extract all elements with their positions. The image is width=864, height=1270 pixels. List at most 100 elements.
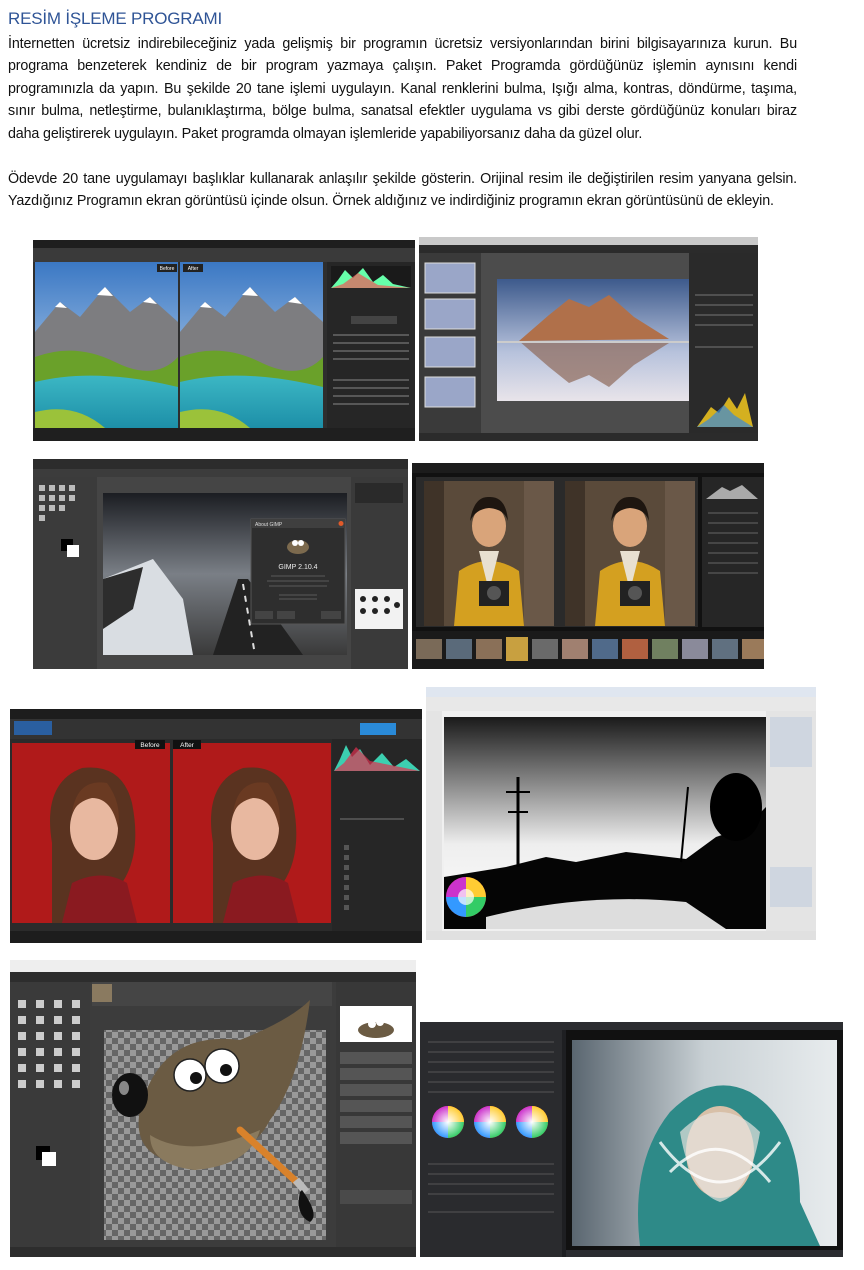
shape: [59, 485, 65, 491]
shape: [36, 1080, 44, 1088]
shape: [344, 845, 349, 850]
shape: [59, 495, 65, 501]
shape: [372, 596, 378, 602]
shape: [622, 639, 648, 659]
shape: [10, 1247, 416, 1257]
shape: [36, 1064, 44, 1072]
shape: [242, 583, 256, 656]
shape: [702, 477, 764, 627]
shape: [220, 1064, 232, 1076]
shape: [340, 1100, 412, 1112]
label: After: [188, 266, 199, 272]
shape: [39, 515, 45, 521]
shape: [340, 1132, 412, 1144]
screenshot-image: [426, 687, 816, 940]
shape: [426, 697, 816, 711]
shape: [33, 248, 415, 262]
shape: [344, 885, 349, 890]
shape: [682, 639, 708, 659]
shape: [444, 807, 766, 929]
dialog-title: About GIMP: [255, 522, 283, 528]
shape: [67, 545, 79, 557]
shape: [360, 608, 366, 614]
shape: [742, 639, 764, 659]
shape: [344, 875, 349, 880]
shape: [680, 1112, 760, 1202]
shape: [486, 899, 726, 929]
shape: [360, 596, 366, 602]
shape: [652, 639, 678, 659]
shape: [424, 298, 476, 330]
shape: [424, 336, 476, 368]
screenshot: [10, 960, 416, 1257]
shape: [360, 723, 396, 735]
dialog-version: GIMP 2.10.4: [278, 564, 317, 571]
shape: [428, 1041, 554, 1093]
shape: [39, 505, 45, 511]
shape: [424, 262, 476, 294]
shape: [394, 602, 400, 608]
shape: [416, 637, 764, 661]
shape: [69, 495, 75, 501]
shape: [10, 960, 416, 972]
title: RESİM İŞLEME PROGRAMI: [8, 9, 223, 28]
label: Before: [140, 742, 160, 749]
shape: [566, 1250, 843, 1257]
shape: [344, 855, 349, 860]
screenshot: Before After: [33, 240, 415, 441]
shape: [18, 1016, 26, 1024]
shape: [298, 540, 304, 546]
shape: [565, 481, 695, 626]
shape: [419, 237, 758, 245]
shape: [420, 1030, 562, 1257]
shape: [592, 639, 618, 659]
shape: [340, 1052, 412, 1144]
shape: [412, 463, 764, 473]
shape: [54, 1064, 62, 1072]
shape: [770, 717, 812, 767]
label: Before: [160, 266, 175, 272]
shape: [251, 519, 345, 528]
shape: [351, 477, 408, 669]
shape: [33, 428, 415, 441]
shape: [446, 639, 472, 659]
shape: [10, 709, 422, 719]
shape: [36, 1016, 44, 1024]
screenshot: [419, 237, 758, 441]
shape: [72, 1000, 80, 1008]
shape: [474, 1106, 506, 1138]
shape: [36, 1000, 44, 1008]
screenshot-image: Before After: [33, 240, 415, 441]
shape: [327, 262, 415, 430]
shape: [344, 895, 349, 900]
shape: [292, 1177, 310, 1195]
shape: [72, 1016, 80, 1024]
shape: [183, 264, 203, 272]
shape: [39, 495, 45, 501]
screenshot-image: About GIMP GIMP 2.10.4: [33, 459, 408, 669]
shape: [277, 611, 295, 619]
screenshot: About GIMP GIMP 2.10.4: [33, 459, 408, 669]
screenshot-image: [412, 463, 764, 669]
shape: [416, 639, 442, 659]
shape: [712, 639, 738, 659]
shape: [18, 1080, 26, 1088]
shape: [695, 294, 753, 348]
label: After: [180, 742, 195, 749]
shape: [267, 575, 329, 600]
shape: [321, 611, 341, 619]
shape: [36, 1032, 44, 1040]
screenshot-image: [419, 237, 758, 441]
shape: [157, 264, 177, 272]
shape: [426, 711, 442, 940]
shape: [340, 1190, 412, 1204]
shape: [344, 865, 349, 870]
shape: [420, 1022, 843, 1030]
shape: [292, 540, 298, 546]
shape: [92, 982, 332, 1006]
shape: [255, 611, 273, 619]
shape: [351, 316, 397, 324]
paragraph: Ödevde 20 tane uygulamayı başlıklar kull…: [8, 171, 797, 210]
